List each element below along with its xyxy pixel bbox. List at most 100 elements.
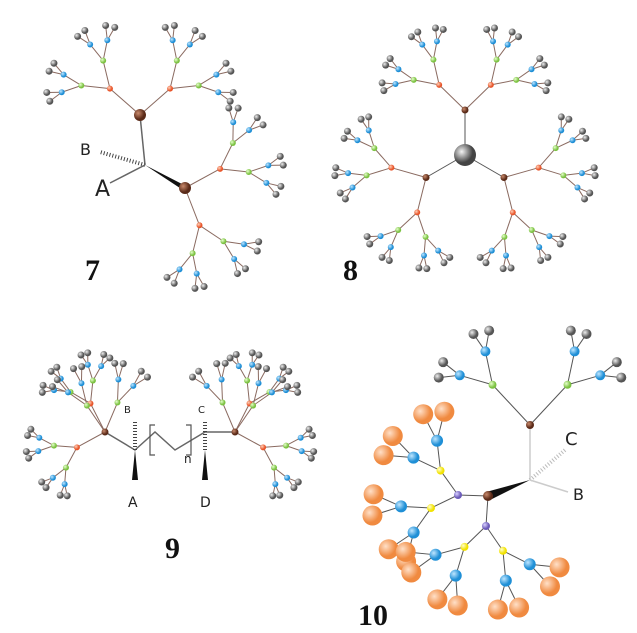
atom <box>574 185 580 191</box>
atom <box>436 82 442 88</box>
atom <box>201 283 208 290</box>
atom <box>102 429 109 436</box>
bond <box>414 80 439 85</box>
atom <box>483 491 493 501</box>
bond <box>199 225 223 241</box>
atom <box>536 244 542 250</box>
atom <box>484 326 494 336</box>
atom <box>559 233 566 240</box>
bond <box>199 85 219 92</box>
atom <box>544 254 551 261</box>
atom <box>269 389 275 395</box>
bond <box>222 380 223 403</box>
atom <box>579 128 586 135</box>
bond <box>235 403 250 432</box>
bond <box>431 495 458 508</box>
bond <box>486 526 503 551</box>
atom <box>62 481 68 487</box>
substituent: A <box>128 495 138 511</box>
atom <box>213 360 220 367</box>
atom <box>217 166 223 172</box>
atom <box>491 24 498 31</box>
bond <box>170 85 199 88</box>
bond <box>491 80 516 85</box>
atom <box>263 365 270 372</box>
atom <box>53 364 60 371</box>
diagram: 7 8 9 10 A B A B C D n B C <box>0 0 637 633</box>
substituent: B <box>573 485 584 504</box>
atom <box>616 373 626 383</box>
atom <box>25 455 32 462</box>
atom <box>435 248 441 254</box>
atom <box>170 37 176 43</box>
atom <box>196 222 202 228</box>
bond <box>464 526 486 547</box>
atom <box>179 182 191 194</box>
atom <box>341 135 348 142</box>
substituent: C <box>198 405 205 416</box>
atom <box>482 522 490 530</box>
atom <box>84 403 90 409</box>
atom <box>280 162 287 169</box>
atom <box>64 492 71 499</box>
atom <box>513 77 519 83</box>
atom <box>411 77 417 83</box>
atom <box>104 37 110 43</box>
atom <box>308 455 315 462</box>
atom <box>434 38 440 44</box>
bond <box>530 480 568 492</box>
atom <box>57 492 64 499</box>
dendrons <box>23 22 626 620</box>
bond <box>439 85 465 110</box>
atom <box>526 421 534 429</box>
atom <box>508 264 515 271</box>
bond <box>391 168 426 178</box>
atom <box>43 89 50 96</box>
bond <box>539 168 564 176</box>
atom <box>74 444 80 450</box>
atom <box>581 195 588 202</box>
atom <box>249 362 255 368</box>
atom <box>378 233 384 239</box>
atom <box>529 66 535 72</box>
atom <box>460 543 468 551</box>
atom <box>430 549 442 561</box>
atom <box>503 253 509 259</box>
hashed-bond <box>530 450 565 480</box>
bond <box>417 212 425 237</box>
atom <box>38 479 45 486</box>
atom <box>84 349 91 356</box>
atom <box>509 598 529 618</box>
atom <box>531 81 537 87</box>
atom <box>413 404 433 424</box>
atom <box>536 55 543 62</box>
atom <box>195 368 202 375</box>
bond <box>249 172 267 183</box>
atom <box>50 60 57 67</box>
bond <box>398 212 417 230</box>
bond <box>493 385 530 425</box>
atom <box>78 363 85 370</box>
atom <box>543 87 550 94</box>
bond <box>71 392 91 404</box>
atom <box>23 448 30 455</box>
atom <box>430 57 436 63</box>
atom <box>306 426 313 433</box>
atom <box>432 24 439 31</box>
atom <box>366 241 373 248</box>
atom <box>260 121 267 128</box>
atom <box>189 374 196 381</box>
atom <box>100 58 106 64</box>
bond <box>140 115 145 165</box>
atom <box>263 180 269 186</box>
atom <box>408 527 420 539</box>
atom <box>144 374 151 381</box>
atom <box>81 27 88 34</box>
atom <box>365 113 372 120</box>
atom <box>48 368 55 375</box>
bond <box>417 178 426 213</box>
bond <box>539 148 556 168</box>
atom <box>489 381 497 389</box>
atom <box>595 370 605 380</box>
atom <box>227 355 234 362</box>
